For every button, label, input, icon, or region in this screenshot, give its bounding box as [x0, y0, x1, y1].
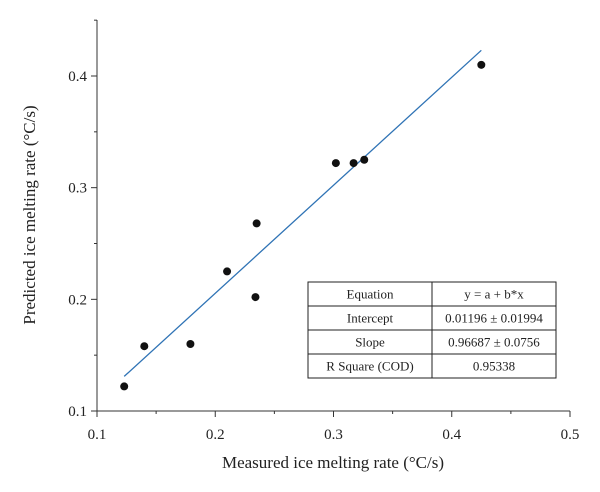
- data-point: [140, 342, 149, 351]
- x-axis-title: Measured ice melting rate (°C/s): [222, 453, 444, 472]
- table-cell-label: R Square (COD): [326, 359, 413, 374]
- data-point: [349, 159, 358, 168]
- table-cell-value: y = a + b*x: [464, 287, 524, 302]
- y-tick-label: 0.1: [68, 404, 87, 420]
- x-tick-label: 0.2: [206, 427, 225, 443]
- regression-fit-line-group: [123, 49, 482, 377]
- axes: 0.1 0.2 0.3 0.4 0.5 0.1 0.2 0.3 0.4: [68, 19, 580, 443]
- x-tick-label: 0.1: [88, 427, 107, 443]
- x-tick-label: 0.3: [324, 427, 343, 443]
- data-point: [223, 267, 232, 276]
- y-axis-title: Predicted ice melting rate (°C/s): [20, 105, 39, 324]
- data-point: [360, 155, 369, 164]
- data-point: [251, 293, 260, 302]
- data-point: [252, 219, 261, 228]
- fit-statistics-table: Equation y = a + b*x Intercept 0.01196 ± 0.…: [307, 281, 557, 379]
- table-cell-label: Intercept: [347, 311, 394, 326]
- y-tick-label: 0.2: [68, 292, 87, 308]
- data-point: [186, 340, 195, 348]
- regression-fit-line: [123, 49, 482, 377]
- table-cell-label: Equation: [347, 287, 394, 302]
- data-point: [331, 159, 340, 168]
- table-cell-value: 0.96687 ± 0.0756: [448, 335, 540, 350]
- x-tick-label: 0.5: [561, 427, 580, 443]
- x-axis-ticks: 0.1 0.2 0.3 0.4 0.5: [88, 411, 580, 443]
- data-points: [120, 60, 486, 391]
- table-cell-value: 0.95338: [473, 359, 515, 374]
- x-tick-label: 0.4: [442, 427, 461, 443]
- data-point: [477, 60, 486, 69]
- table-cell-value: 0.01196 ± 0.01994: [445, 311, 543, 326]
- data-point: [120, 382, 129, 391]
- y-tick-label: 0.3: [68, 181, 87, 197]
- y-axis-ticks: 0.1 0.2 0.3 0.4: [68, 19, 97, 420]
- y-tick-label: 0.4: [68, 69, 87, 85]
- table-cell-label: Slope: [355, 335, 385, 350]
